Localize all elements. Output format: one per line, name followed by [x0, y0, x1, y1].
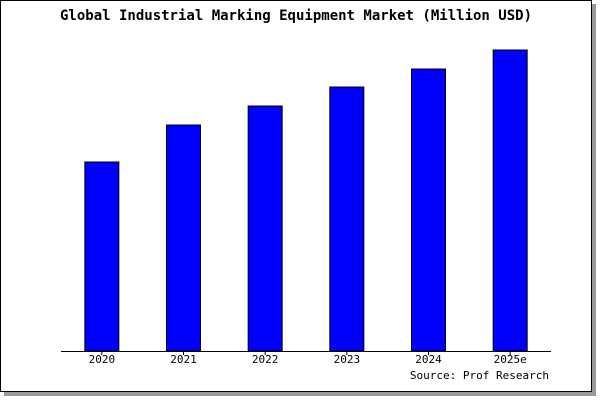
chart-title: Global Industrial Marking Equipment Mark…	[60, 8, 532, 24]
bar	[166, 124, 201, 352]
x-tick-label: 2022	[252, 353, 279, 366]
bar	[329, 86, 365, 352]
x-tick-label: 2021	[170, 353, 197, 366]
bar	[84, 161, 120, 352]
x-tick-label: 2020	[89, 353, 116, 366]
source-note: Source: Prof Research	[410, 369, 549, 382]
bar	[492, 49, 528, 352]
x-tick-label: 2024	[415, 353, 442, 366]
x-tick-label: 2025e	[494, 353, 527, 366]
bar	[247, 105, 283, 352]
bar	[411, 68, 446, 352]
x-tick-label: 2023	[334, 353, 361, 366]
